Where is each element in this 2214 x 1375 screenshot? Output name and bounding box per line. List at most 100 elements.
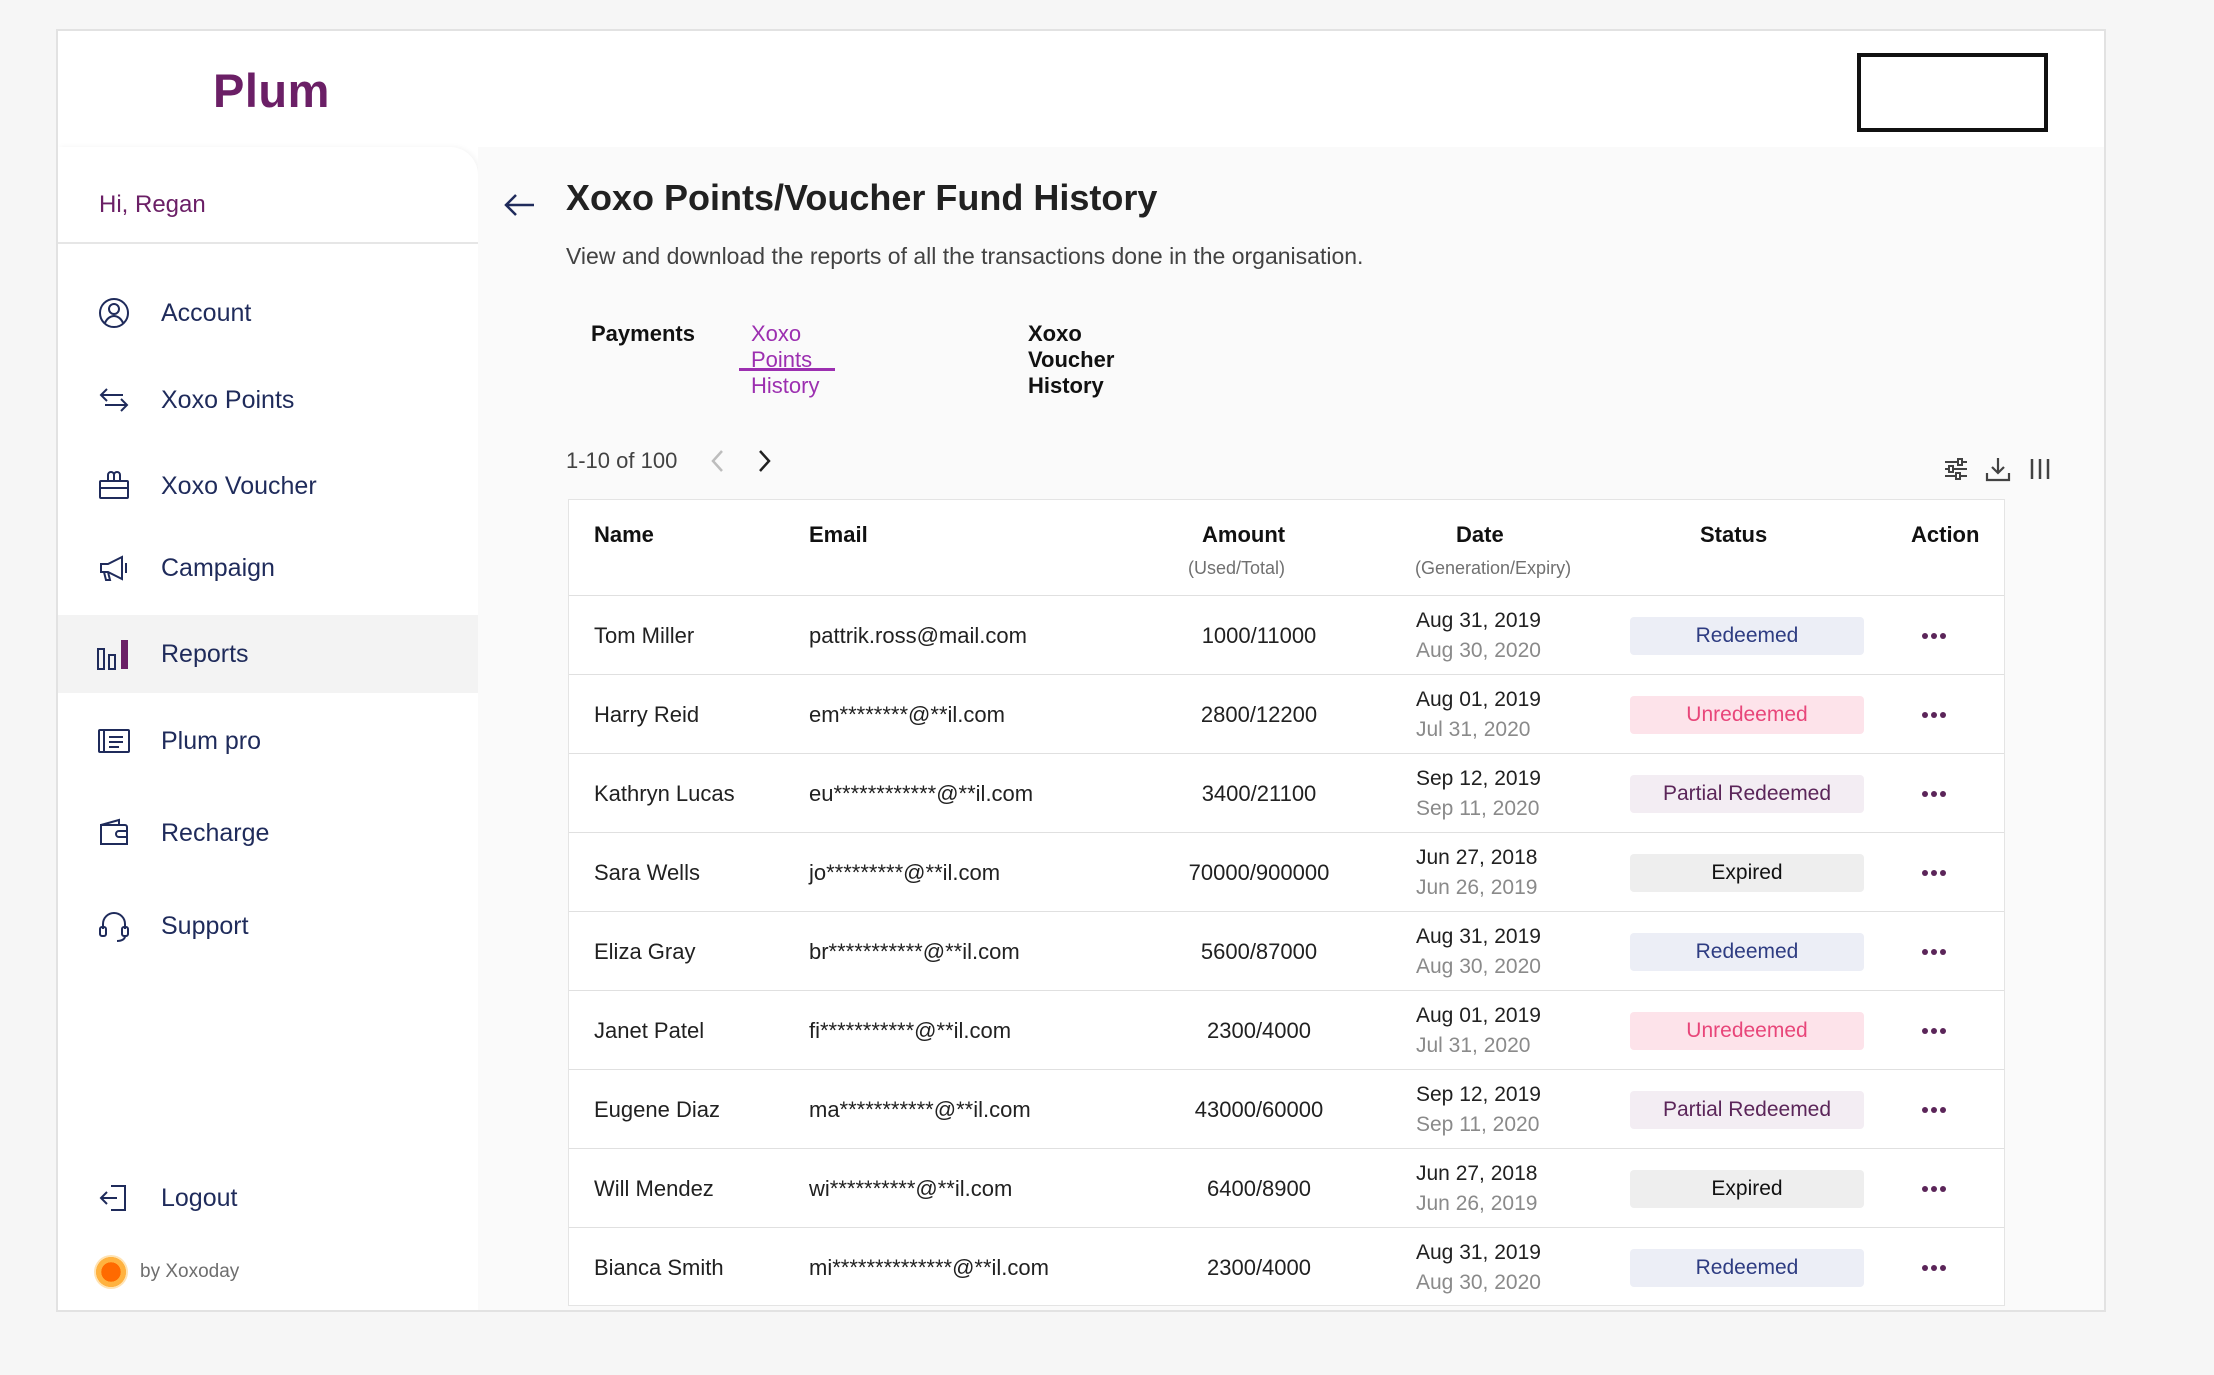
sidebar-item-label: Campaign <box>161 553 275 582</box>
column-header-date[interactable]: Date <box>1456 522 1504 547</box>
xoxoday-logo-icon <box>94 1255 128 1289</box>
table-row[interactable]: Bianca Smith mi**************@**il.com 2… <box>569 1228 2004 1307</box>
row-action <box>1914 754 1954 833</box>
logout-icon <box>94 1178 134 1218</box>
tab-payments[interactable]: Payments <box>591 321 695 346</box>
sidebar-item-reports[interactable]: Reports <box>58 615 478 693</box>
row-status: Expired <box>1630 833 1864 912</box>
pagination-range: 1-10 of 100 <box>566 448 678 473</box>
column-header-email[interactable]: Email <box>809 522 868 547</box>
row-amount: 6400/8900 <box>1207 1175 1311 1201</box>
status-badge: Redeemed <box>1630 1248 1864 1287</box>
table-row[interactable]: Eugene Diaz ma***********@**il.com 43000… <box>569 1070 2004 1149</box>
next-page-button[interactable] <box>745 442 783 480</box>
row-action <box>1914 675 1954 754</box>
more-options-icon[interactable] <box>1914 1178 1954 1200</box>
sidebar-item-xoxo-points[interactable]: Xoxo Points <box>58 361 478 439</box>
row-amount: 3400/21100 <box>1201 780 1317 806</box>
row-generation-date: Jun 27, 2018 <box>1416 845 1538 869</box>
tab-xoxo-points-history[interactable]: Xoxo Points History <box>739 313 836 398</box>
row-name: Eugene Diaz <box>594 1096 720 1122</box>
column-header-name[interactable]: Name <box>594 522 654 547</box>
sidebar-item-account[interactable]: Account <box>58 274 478 352</box>
sidebar-item-campaign[interactable]: Campaign <box>58 529 478 607</box>
row-name: Kathryn Lucas <box>594 780 735 806</box>
row-action <box>1914 1070 1954 1149</box>
table-header: Name Email Amount (Used/Total) Date (Gen… <box>569 500 2004 596</box>
table-row[interactable]: Will Mendez wi**********@**il.com 6400/8… <box>569 1149 2004 1228</box>
row-expiry-date: Aug 30, 2020 <box>1416 638 1541 662</box>
sidebar-item-label: Recharge <box>161 818 270 847</box>
more-options-icon[interactable] <box>1914 625 1954 647</box>
sidebar-item-label: Reports <box>161 639 249 668</box>
row-expiry-date: Sep 11, 2020 <box>1416 796 1540 820</box>
row-action <box>1914 991 1954 1070</box>
row-email: fi***********@**il.com <box>809 1017 1012 1043</box>
filter-sliders-icon[interactable] <box>1940 453 1972 485</box>
back-arrow-icon[interactable] <box>500 185 540 225</box>
more-options-icon[interactable] <box>1914 704 1954 726</box>
sidebar-item-xoxo-voucher[interactable]: Xoxo Voucher <box>58 447 478 525</box>
more-options-icon[interactable] <box>1914 783 1954 805</box>
sidebar-item-label: Xoxo Points <box>161 385 295 414</box>
download-icon[interactable] <box>1982 453 2014 485</box>
sidebar-item-plum-pro[interactable]: Plum pro <box>58 702 478 780</box>
more-options-icon[interactable] <box>1914 941 1954 963</box>
table-row[interactable]: Sara Wells jo*********@**il.com 70000/90… <box>569 833 2004 912</box>
table-row[interactable]: Tom Miller pattrik.ross@mail.com 1000/11… <box>569 596 2004 675</box>
row-name: Janet Patel <box>594 1017 705 1043</box>
bar-chart-icon <box>94 634 134 674</box>
status-badge: Partial Redeemed <box>1630 1090 1864 1129</box>
row-amount: 2300/4000 <box>1207 1254 1311 1280</box>
row-action <box>1914 833 1954 912</box>
more-options-icon[interactable] <box>1914 862 1954 884</box>
row-email: em********@**il.com <box>809 701 1005 727</box>
chevron-right-icon <box>759 450 771 472</box>
more-options-icon[interactable] <box>1914 1257 1954 1279</box>
column-header-amount[interactable]: Amount <box>1202 522 1286 547</box>
row-generation-date: Sep 12, 2019 <box>1416 1082 1541 1106</box>
more-options-icon[interactable] <box>1914 1099 1954 1121</box>
row-status: Expired <box>1630 1149 1864 1228</box>
row-date: Aug 31, 2019 Aug 30, 2020 <box>1416 596 1541 675</box>
row-date: Aug 31, 2019 Aug 30, 2020 <box>1416 1228 1541 1307</box>
columns-icon[interactable] <box>2024 453 2056 485</box>
exchange-arrows-icon <box>94 380 134 420</box>
sidebar-item-recharge[interactable]: Recharge <box>58 794 478 872</box>
header-placeholder-box[interactable] <box>1857 53 2048 132</box>
prev-page-button[interactable] <box>699 442 737 480</box>
logout-button[interactable]: Logout <box>58 1159 478 1237</box>
status-badge: Expired <box>1630 1169 1864 1208</box>
page-title: Xoxo Points/Voucher Fund History <box>566 177 1158 218</box>
status-badge: Expired <box>1630 853 1864 892</box>
tab-xoxo-voucher-history[interactable]: Xoxo Voucher History <box>1028 321 1115 398</box>
row-generation-date: Jun 27, 2018 <box>1416 1161 1538 1185</box>
column-header-status[interactable]: Status <box>1700 522 1768 547</box>
row-status: Redeemed <box>1630 596 1864 675</box>
row-action <box>1914 1149 1954 1228</box>
main-content: Xoxo Points/Voucher Fund History View an… <box>478 147 2104 1310</box>
table-row[interactable]: Harry Reid em********@**il.com 2800/1220… <box>569 675 2004 754</box>
table-row[interactable]: Eliza Gray br***********@**il.com 5600/8… <box>569 912 2004 991</box>
row-amount: 1000/11000 <box>1201 622 1317 648</box>
logout-label: Logout <box>161 1183 238 1212</box>
row-status: Unredeemed <box>1630 991 1864 1070</box>
pagination: 1-10 of 100 <box>566 441 783 481</box>
row-name: Will Mendez <box>594 1175 714 1201</box>
sidebar-item-label: Xoxo Voucher <box>161 471 317 500</box>
row-email: br***********@**il.com <box>809 938 1020 964</box>
row-name: Tom Miller <box>594 622 695 648</box>
table-toolbar <box>1940 453 2056 485</box>
byline-text: by Xoxoday <box>140 1261 240 1282</box>
row-date: Jun 27, 2018 Jun 26, 2019 <box>1416 1149 1537 1228</box>
table-row[interactable]: Janet Patel fi***********@**il.com 2300/… <box>569 991 2004 1070</box>
table-row[interactable]: Kathryn Lucas eu************@**il.com 34… <box>569 754 2004 833</box>
more-options-icon[interactable] <box>1914 1020 1954 1042</box>
sidebar-item-support[interactable]: Support <box>58 887 478 965</box>
row-expiry-date: Sep 11, 2020 <box>1416 1112 1540 1136</box>
row-email: ma***********@**il.com <box>809 1096 1031 1122</box>
top-bar: Plum <box>58 31 2104 147</box>
row-date: Aug 01, 2019 Jul 31, 2020 <box>1416 991 1541 1070</box>
status-badge: Redeemed <box>1630 932 1864 971</box>
row-name: Eliza Gray <box>594 938 696 964</box>
